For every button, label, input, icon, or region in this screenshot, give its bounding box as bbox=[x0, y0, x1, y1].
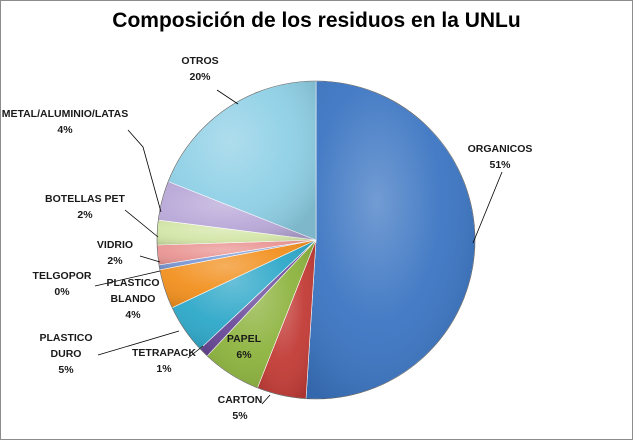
pie-slice-shading-tetrapack bbox=[200, 240, 316, 356]
leader-line-telgopor bbox=[94, 270, 161, 287]
leader-line-tetrapack bbox=[187, 345, 204, 359]
data-label-organicos: ORGANICOS 51% bbox=[468, 143, 533, 171]
pie-slice-shading-papel bbox=[207, 240, 316, 388]
data-label-botellas-pet: BOTELLAS PET 2% bbox=[45, 193, 126, 221]
pie-slice-shading-telgopor bbox=[158, 240, 316, 270]
data-label-vidrio: VIDRIO 2% bbox=[97, 239, 133, 267]
pie-slice-shading-plastico-duro bbox=[172, 240, 316, 349]
pie-slice-shading-plastico-blando bbox=[159, 240, 316, 308]
leader-line-otros bbox=[216, 89, 239, 105]
pie-slice-shading-otros bbox=[168, 81, 316, 240]
data-label-tetrapack: TETRAPACK 1% bbox=[132, 347, 196, 375]
pie-slice-shading-metal-aluminio-latas bbox=[158, 181, 316, 240]
data-label-telgopor: TELGOPOR 0% bbox=[33, 270, 92, 298]
data-label-metal-aluminio-latas: METAL/ALUMINIO/LATAS 4% bbox=[2, 108, 129, 136]
pie-rim bbox=[156, 80, 476, 400]
chart-title: Composición de los residuos en la UNLu bbox=[112, 9, 521, 32]
leader-line-organicos bbox=[472, 171, 503, 244]
leader-line-plastico-duro bbox=[97, 330, 180, 356]
data-label-papel: PAPEL 6% bbox=[227, 333, 262, 361]
pie-slice-shading-carton bbox=[257, 240, 316, 399]
data-label-otros: OTROS 20% bbox=[181, 55, 218, 83]
leader-line-vidrio bbox=[139, 255, 161, 263]
leader-line-carton bbox=[261, 394, 271, 405]
pie-slice-shading-vidrio bbox=[157, 240, 316, 265]
leader-line-botellas-pet bbox=[124, 209, 159, 238]
data-label-plastico-blando: PLASTICO BLANDO 4% bbox=[106, 277, 159, 321]
leader-line-metal-aluminio-latas bbox=[127, 129, 162, 213]
pie-slice-shading-botellas-pet bbox=[157, 220, 316, 245]
data-label-carton: CARTON 5% bbox=[218, 394, 263, 422]
pie-slice-shading-organicos bbox=[306, 81, 475, 400]
data-label-plastico-duro: PLASTICO DURO 5% bbox=[39, 332, 92, 376]
